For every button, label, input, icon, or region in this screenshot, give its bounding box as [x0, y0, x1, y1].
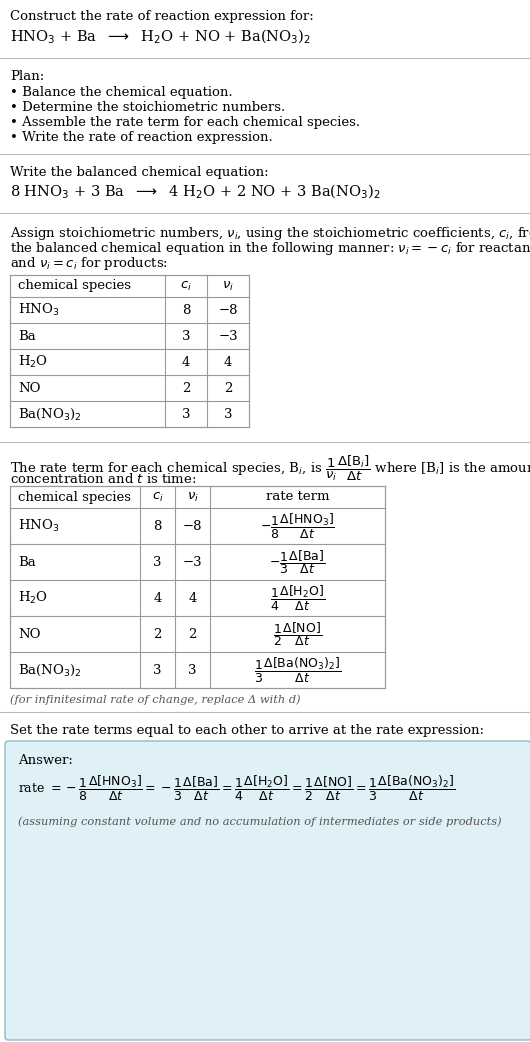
Text: HNO$_3$: HNO$_3$ — [18, 302, 59, 318]
Text: 3: 3 — [182, 329, 190, 343]
Text: Ba: Ba — [18, 555, 36, 569]
Text: 8 HNO$_3$ + 3 Ba  $\longrightarrow$  4 H$_2$O + 2 NO + 3 Ba(NO$_3$)$_2$: 8 HNO$_3$ + 3 Ba $\longrightarrow$ 4 H$_… — [10, 183, 381, 201]
Text: 4: 4 — [182, 355, 190, 369]
Text: • Write the rate of reaction expression.: • Write the rate of reaction expression. — [10, 131, 273, 144]
Text: 2: 2 — [188, 627, 197, 641]
Text: $\dfrac{1}{4}\dfrac{\Delta[\mathrm{H_2O}]}{\Delta t}$: $\dfrac{1}{4}\dfrac{\Delta[\mathrm{H_2O}… — [270, 584, 325, 613]
Text: HNO$_3$ + Ba  $\longrightarrow$  H$_2$O + NO + Ba(NO$_3$)$_2$: HNO$_3$ + Ba $\longrightarrow$ H$_2$O + … — [10, 28, 311, 47]
Text: • Determine the stoichiometric numbers.: • Determine the stoichiometric numbers. — [10, 101, 285, 114]
Text: chemical species: chemical species — [18, 491, 131, 503]
FancyBboxPatch shape — [5, 741, 530, 1040]
Text: 3: 3 — [153, 555, 162, 569]
Text: (for infinitesimal rate of change, replace Δ with d): (for infinitesimal rate of change, repla… — [10, 694, 301, 704]
Text: Write the balanced chemical equation:: Write the balanced chemical equation: — [10, 166, 269, 179]
Text: $-\dfrac{1}{3}\dfrac{\Delta[\mathrm{Ba}]}{\Delta t}$: $-\dfrac{1}{3}\dfrac{\Delta[\mathrm{Ba}]… — [269, 548, 326, 576]
Text: Ba(NO$_3$)$_2$: Ba(NO$_3$)$_2$ — [18, 406, 82, 422]
Text: NO: NO — [18, 627, 40, 641]
Text: • Assemble the rate term for each chemical species.: • Assemble the rate term for each chemic… — [10, 116, 360, 129]
Text: 4: 4 — [224, 355, 232, 369]
Text: 3: 3 — [182, 407, 190, 421]
Text: H$_2$O: H$_2$O — [18, 590, 48, 606]
Text: 2: 2 — [224, 381, 232, 395]
Text: 2: 2 — [182, 381, 190, 395]
Text: $-\dfrac{1}{8}\dfrac{\Delta[\mathrm{HNO_3}]}{\Delta t}$: $-\dfrac{1}{8}\dfrac{\Delta[\mathrm{HNO_… — [260, 512, 335, 541]
Text: The rate term for each chemical species, B$_i$, is $\dfrac{1}{\nu_i}\dfrac{\Delt: The rate term for each chemical species,… — [10, 454, 530, 483]
Text: 8: 8 — [182, 303, 190, 317]
Text: −8: −8 — [218, 303, 238, 317]
Text: −3: −3 — [218, 329, 238, 343]
Text: Ba: Ba — [18, 329, 36, 343]
Text: −8: −8 — [183, 520, 202, 532]
Text: −3: −3 — [183, 555, 202, 569]
Text: 3: 3 — [224, 407, 232, 421]
Text: HNO$_3$: HNO$_3$ — [18, 518, 59, 535]
Text: H$_2$O: H$_2$O — [18, 354, 48, 370]
Text: 8: 8 — [153, 520, 162, 532]
Text: Answer:: Answer: — [18, 754, 73, 767]
Text: $\dfrac{1}{2}\dfrac{\Delta[\mathrm{NO}]}{\Delta t}$: $\dfrac{1}{2}\dfrac{\Delta[\mathrm{NO}]}… — [273, 620, 322, 648]
Text: 4: 4 — [188, 592, 197, 604]
Text: Construct the rate of reaction expression for:: Construct the rate of reaction expressio… — [10, 10, 314, 23]
Text: Assign stoichiometric numbers, $\nu_i$, using the stoichiometric coefficients, $: Assign stoichiometric numbers, $\nu_i$, … — [10, 225, 530, 242]
Text: the balanced chemical equation in the following manner: $\nu_i = -c_i$ for react: the balanced chemical equation in the fo… — [10, 240, 530, 257]
Text: chemical species: chemical species — [18, 279, 131, 293]
Text: 3: 3 — [153, 664, 162, 676]
Bar — [10, 486, 385, 688]
Text: and $\nu_i = c_i$ for products:: and $\nu_i = c_i$ for products: — [10, 255, 168, 272]
Text: (assuming constant volume and no accumulation of intermediates or side products): (assuming constant volume and no accumul… — [18, 816, 501, 826]
Text: $c_i$: $c_i$ — [152, 491, 163, 503]
Text: rate $= -\dfrac{1}{8}\dfrac{\Delta[\mathrm{HNO_3}]}{\Delta t} = -\dfrac{1}{3}\df: rate $= -\dfrac{1}{8}\dfrac{\Delta[\math… — [18, 774, 455, 803]
Text: 3: 3 — [188, 664, 197, 676]
Text: $\nu_i$: $\nu_i$ — [187, 491, 198, 503]
Text: $\nu_i$: $\nu_i$ — [222, 279, 234, 293]
Text: Set the rate terms equal to each other to arrive at the rate expression:: Set the rate terms equal to each other t… — [10, 724, 484, 737]
Text: $\dfrac{1}{3}\dfrac{\Delta[\mathrm{Ba(NO_3)_2}]}{\Delta t}$: $\dfrac{1}{3}\dfrac{\Delta[\mathrm{Ba(NO… — [254, 655, 341, 685]
Text: Plan:: Plan: — [10, 70, 44, 83]
Text: • Balance the chemical equation.: • Balance the chemical equation. — [10, 86, 233, 99]
Text: rate term: rate term — [266, 491, 329, 503]
Text: 4: 4 — [153, 592, 162, 604]
Text: $c_i$: $c_i$ — [180, 279, 192, 293]
Text: 2: 2 — [153, 627, 162, 641]
Text: Ba(NO$_3$)$_2$: Ba(NO$_3$)$_2$ — [18, 663, 82, 677]
Text: concentration and $t$ is time:: concentration and $t$ is time: — [10, 472, 197, 486]
Bar — [10, 275, 249, 427]
Text: NO: NO — [18, 381, 40, 395]
